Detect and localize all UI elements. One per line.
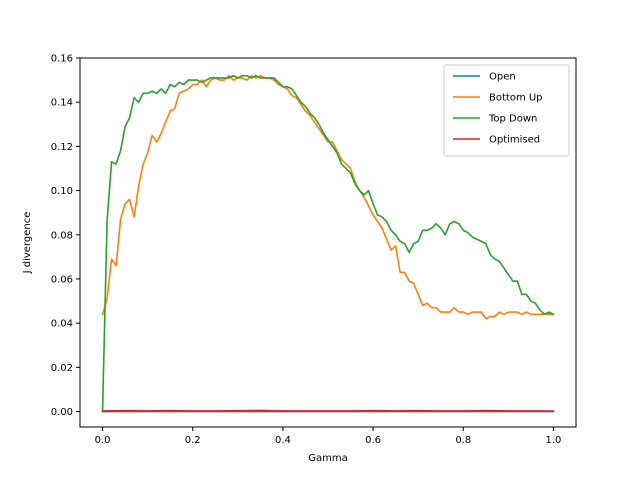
x-tick-label: 1.0 xyxy=(546,435,562,446)
legend-label: Optimised xyxy=(489,135,540,146)
y-tick-label: 0.10 xyxy=(51,186,73,197)
y-axis: 0.00 0.02 0.04 0.06 0.08 0.10 0.12 0.14 0.16 xyxy=(51,54,80,418)
x-tick-label: 0.0 xyxy=(95,435,111,446)
x-tick-label: 0.8 xyxy=(455,435,471,446)
legend-label: Open xyxy=(489,72,516,83)
x-axis-label: Gamma xyxy=(308,453,348,464)
y-tick-label: 0.00 xyxy=(51,407,73,418)
y-axis-label: J divergence xyxy=(22,212,33,275)
series-line-optimised xyxy=(101,409,555,412)
plot-lines xyxy=(101,74,555,413)
y-tick-label: 0.02 xyxy=(51,363,73,374)
x-tick-label: 0.6 xyxy=(365,435,381,446)
legend-label: Top Down xyxy=(488,114,537,125)
y-tick-label: 0.12 xyxy=(51,142,73,153)
series-line-bottom-up xyxy=(101,74,555,320)
legend-label: Bottom Up xyxy=(489,93,543,104)
y-tick-label: 0.16 xyxy=(51,54,73,65)
y-tick-label: 0.08 xyxy=(51,230,73,241)
y-tick-label: 0.14 xyxy=(51,98,73,109)
series-line-top-down xyxy=(101,74,555,413)
y-tick-label: 0.06 xyxy=(51,274,73,285)
y-tick-label: 0.04 xyxy=(51,319,73,330)
legend: Open Bottom Up Top Down Optimised xyxy=(443,64,570,157)
axes-frame xyxy=(79,57,577,428)
x-axis: 0.0 0.2 0.4 0.6 0.8 1.0 xyxy=(95,427,562,446)
legend-box xyxy=(443,64,570,157)
x-tick-label: 0.2 xyxy=(185,435,201,446)
x-tick-label: 0.4 xyxy=(275,435,291,446)
